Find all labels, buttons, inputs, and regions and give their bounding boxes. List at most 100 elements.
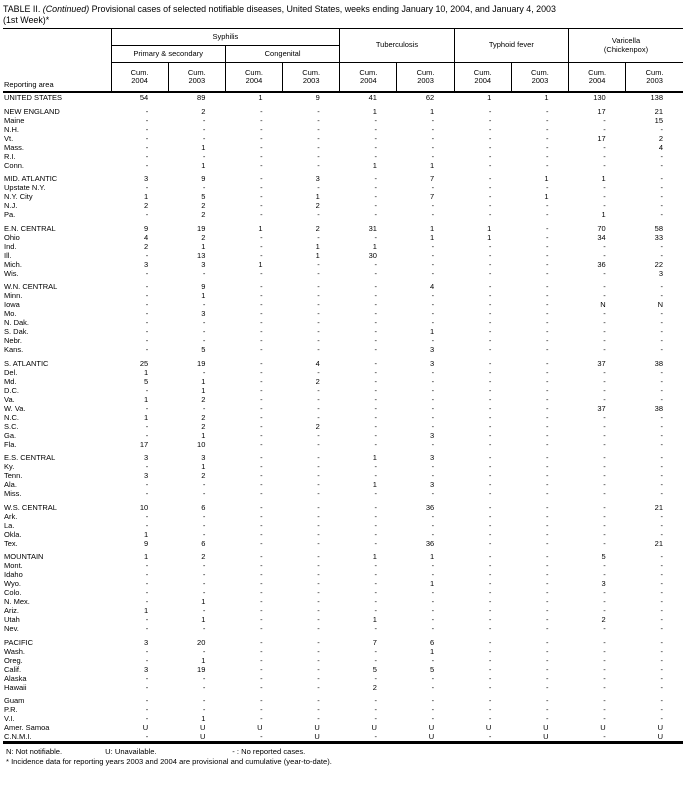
data-cell: 17 — [597, 133, 606, 143]
data-cell: - — [546, 250, 549, 260]
data-cell: - — [374, 259, 377, 269]
data-cell: - — [488, 201, 492, 211]
data-cell: - — [488, 376, 492, 386]
notifiable-diseases-table: Reporting area Syphilis Tuberculosis Typ… — [3, 28, 683, 745]
data-cell: - — [145, 615, 149, 625]
data-cell: - — [603, 646, 606, 656]
data-cell: 1 — [201, 430, 206, 440]
data-cell: 9 — [201, 174, 206, 184]
header-subgroup-congenital: Congenital — [224, 45, 340, 64]
data-cell: - — [374, 705, 377, 715]
data-cell: - — [260, 358, 263, 368]
data-cell: - — [431, 309, 435, 319]
row-area-label: Del. — [4, 367, 18, 377]
table-row: Wyo. - - - - - 1 - - 3 - — [3, 579, 683, 588]
data-cell: - — [660, 682, 664, 692]
data-cell: - — [660, 529, 664, 539]
data-cell: - — [374, 232, 377, 242]
data-cell: - — [317, 385, 320, 395]
data-cell: - — [546, 300, 549, 310]
row-area-label: Hawaii — [4, 682, 27, 692]
data-cell: 2 — [315, 376, 320, 386]
data-cell: - — [317, 529, 320, 539]
header-tb-cum-2003: Cum. 2003 — [396, 62, 455, 94]
footnote-unavailable: U: Unavailable. — [105, 747, 157, 757]
data-cell: - — [603, 529, 606, 539]
data-cell: 89 — [197, 93, 206, 103]
footnote-not-notifiable: N: Not notifiable. — [6, 747, 63, 757]
data-cell: - — [660, 174, 664, 184]
data-cell: - — [488, 327, 492, 337]
table-row: Utah - 1 - - 1 - - - 2 - — [3, 615, 683, 624]
data-cell: - — [660, 367, 664, 377]
data-cell: - — [546, 462, 549, 472]
data-cell: - — [660, 597, 664, 607]
table-row: Iowa - - - - - - - - N N — [3, 300, 683, 309]
data-cell: - — [488, 624, 492, 634]
data-cell: - — [431, 462, 435, 472]
data-cell: - — [260, 318, 263, 328]
data-cell: - — [660, 282, 664, 292]
table-row: Okla. 1 - - - - - - - - - — [3, 530, 683, 539]
data-cell: - — [431, 588, 435, 598]
data-cell: 30 — [368, 250, 377, 260]
data-cell: - — [374, 538, 377, 548]
data-cell: - — [260, 160, 263, 170]
data-cell: - — [488, 502, 492, 512]
data-cell: - — [260, 201, 263, 211]
data-cell: 37 — [597, 403, 606, 413]
row-area-label: Kans. — [4, 345, 24, 355]
data-cell: U — [314, 723, 320, 733]
data-cell: - — [202, 115, 206, 125]
data-cell: - — [202, 300, 206, 310]
data-cell: - — [260, 588, 263, 598]
table-row: W.N. CENTRAL - 9 - - - 4 - - - - — [3, 278, 683, 292]
data-cell: - — [145, 336, 149, 346]
data-cell: - — [260, 385, 263, 395]
row-area-label: Colo. — [4, 588, 22, 598]
row-area-label: W.S. CENTRAL — [4, 502, 57, 512]
data-cell: - — [488, 106, 492, 116]
row-area-label: Nev. — [4, 624, 19, 634]
data-cell: - — [546, 309, 549, 319]
data-cell: - — [374, 309, 377, 319]
data-cell: - — [374, 430, 377, 440]
data-cell: - — [260, 210, 263, 220]
data-cell: 1 — [372, 552, 377, 562]
data-cell: - — [260, 502, 263, 512]
data-cell: 3 — [658, 268, 663, 278]
data-cell: - — [488, 430, 492, 440]
row-area-label: Calif. — [4, 664, 22, 674]
data-cell: - — [488, 597, 492, 607]
header-reporting-area: Reporting area — [3, 28, 111, 94]
data-cell: - — [488, 529, 492, 539]
data-cell: - — [546, 480, 549, 490]
data-cell: - — [374, 174, 377, 184]
data-cell: 1 — [429, 646, 435, 656]
data-cell: - — [260, 637, 263, 647]
chickenpox-label: (Chickenpox) — [603, 44, 649, 54]
table-row: N. Dak. - - - - - - - - - - — [3, 318, 683, 327]
data-cell: - — [660, 291, 664, 301]
data-cell: U — [199, 723, 206, 733]
data-cell: 1 — [429, 160, 435, 170]
data-cell: - — [374, 358, 377, 368]
data-cell: 3 — [144, 471, 149, 481]
row-area-label: Ariz. — [4, 606, 19, 616]
data-cell: - — [374, 210, 377, 220]
data-cell: - — [374, 183, 377, 193]
data-cell: - — [317, 412, 320, 422]
data-cell: - — [546, 696, 549, 706]
data-cell: 5 — [601, 552, 606, 562]
data-cell: 2 — [372, 682, 377, 692]
data-cell: - — [546, 210, 549, 220]
data-cell: - — [603, 394, 606, 404]
data-cell: - — [202, 480, 206, 490]
data-cell: - — [431, 570, 435, 580]
data-cell: - — [374, 579, 377, 589]
data-cell: 2 — [201, 471, 206, 481]
data-cell: - — [603, 673, 606, 683]
row-area-label: E.S. CENTRAL — [4, 453, 56, 463]
data-cell: 33 — [654, 232, 663, 242]
row-area-label: N. Dak. — [4, 318, 30, 328]
